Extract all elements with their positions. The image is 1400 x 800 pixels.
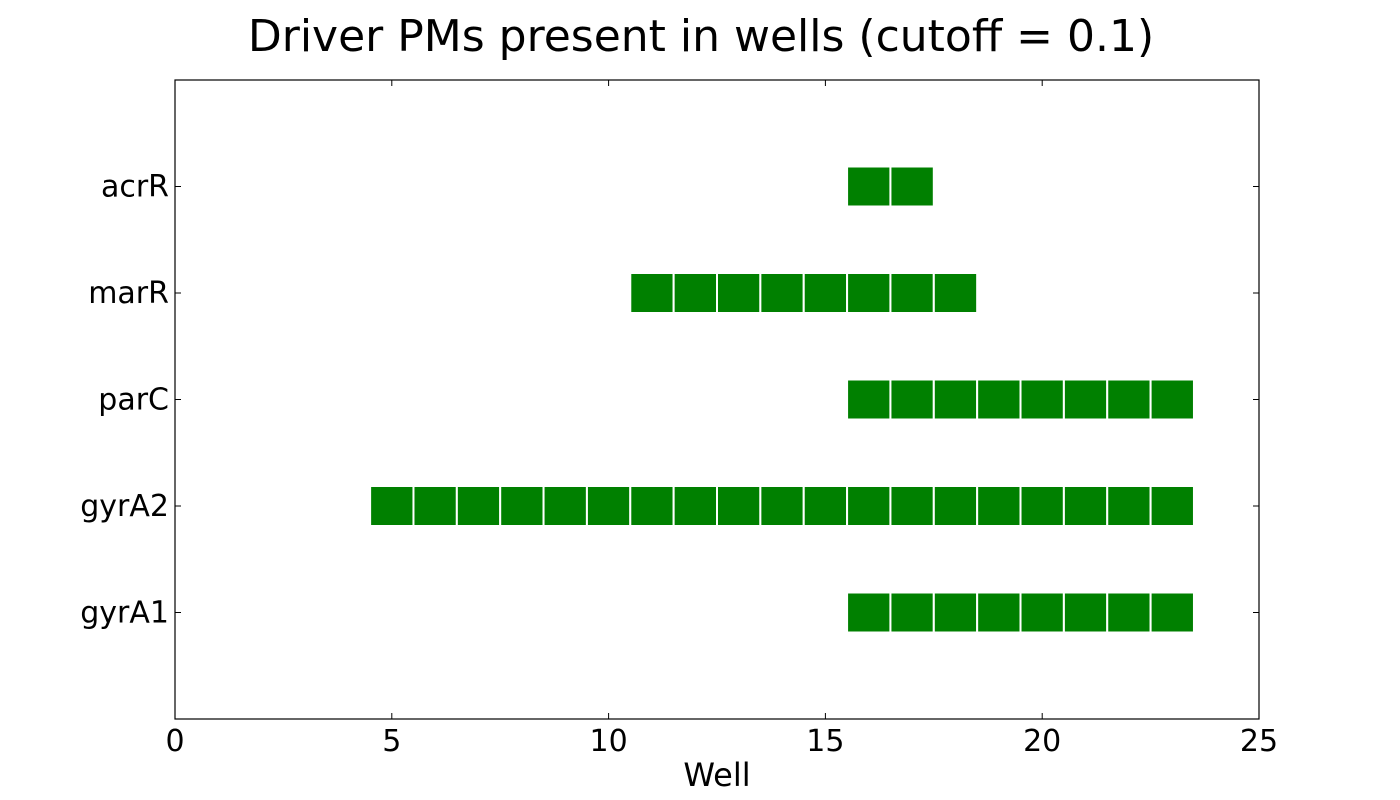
- presence-cell: [802, 272, 849, 314]
- presence-cell: [672, 485, 719, 527]
- presence-cell: [1019, 591, 1065, 634]
- x-tick-label: 20: [1023, 724, 1061, 759]
- presence-cell: [455, 485, 502, 527]
- x-tick-label: 5: [382, 724, 401, 759]
- presence-cell: [542, 485, 588, 527]
- y-tick-label: gyrA1: [80, 596, 169, 631]
- chart-title: Driver PMs present in wells (cutoff = 0.…: [248, 11, 1154, 62]
- axis-ticks: 0 5 10 15 20 25 gyrA1 gyrA2 parC marR acrR: [80, 80, 1278, 759]
- presence-cell: [976, 591, 1022, 634]
- presence-cell: [889, 272, 935, 314]
- presence-cell: [1062, 591, 1109, 634]
- x-axis-label: Well: [683, 756, 750, 794]
- presence-cell: [1149, 591, 1195, 634]
- presence-cell: [716, 485, 762, 527]
- presence-cell: [802, 485, 849, 527]
- y-tick-label: marR: [88, 276, 169, 311]
- presence-cell: [1106, 378, 1152, 421]
- presence-cell: [932, 485, 979, 527]
- presence-cell: [846, 378, 892, 421]
- presence-cell: [412, 485, 458, 527]
- presence-cell: [759, 485, 805, 527]
- presence-cell: [889, 165, 935, 208]
- presence-cell: [1019, 378, 1065, 421]
- presence-cell: [889, 591, 935, 634]
- presence-cell: [846, 591, 892, 634]
- presence-cell: [716, 272, 762, 314]
- presence-cell: [846, 272, 892, 314]
- data-marks: [369, 165, 1195, 634]
- presence-cell: [976, 378, 1022, 421]
- presence-cell: [889, 485, 935, 527]
- x-tick-label: 0: [165, 724, 184, 759]
- presence-cell: [369, 485, 415, 527]
- presence-cell: [759, 272, 805, 314]
- presence-cell: [1019, 485, 1065, 527]
- presence-cell: [629, 485, 675, 527]
- x-tick-label: 10: [590, 724, 628, 759]
- presence-cell: [1062, 485, 1109, 527]
- presence-cell: [499, 485, 545, 527]
- presence-cell: [1106, 485, 1152, 527]
- y-tick-label: acrR: [101, 170, 169, 205]
- presence-cell: [976, 485, 1022, 527]
- y-tick-label: parC: [98, 383, 169, 418]
- y-tick-label: gyrA2: [80, 489, 169, 524]
- presence-cell: [672, 272, 719, 314]
- presence-cell: [585, 485, 632, 527]
- presence-cell: [932, 591, 979, 634]
- presence-cell: [1149, 378, 1195, 421]
- presence-cell: [629, 272, 675, 314]
- presence-cell: [846, 485, 892, 527]
- presence-cell: [932, 378, 979, 421]
- presence-cell: [1149, 485, 1195, 527]
- presence-cell: [1062, 378, 1109, 421]
- presence-cell: [1106, 591, 1152, 634]
- x-tick-label: 15: [806, 724, 844, 759]
- presence-cell: [846, 165, 892, 208]
- presence-cell: [932, 272, 979, 314]
- x-tick-label: 25: [1240, 724, 1278, 759]
- presence-cell: [889, 378, 935, 421]
